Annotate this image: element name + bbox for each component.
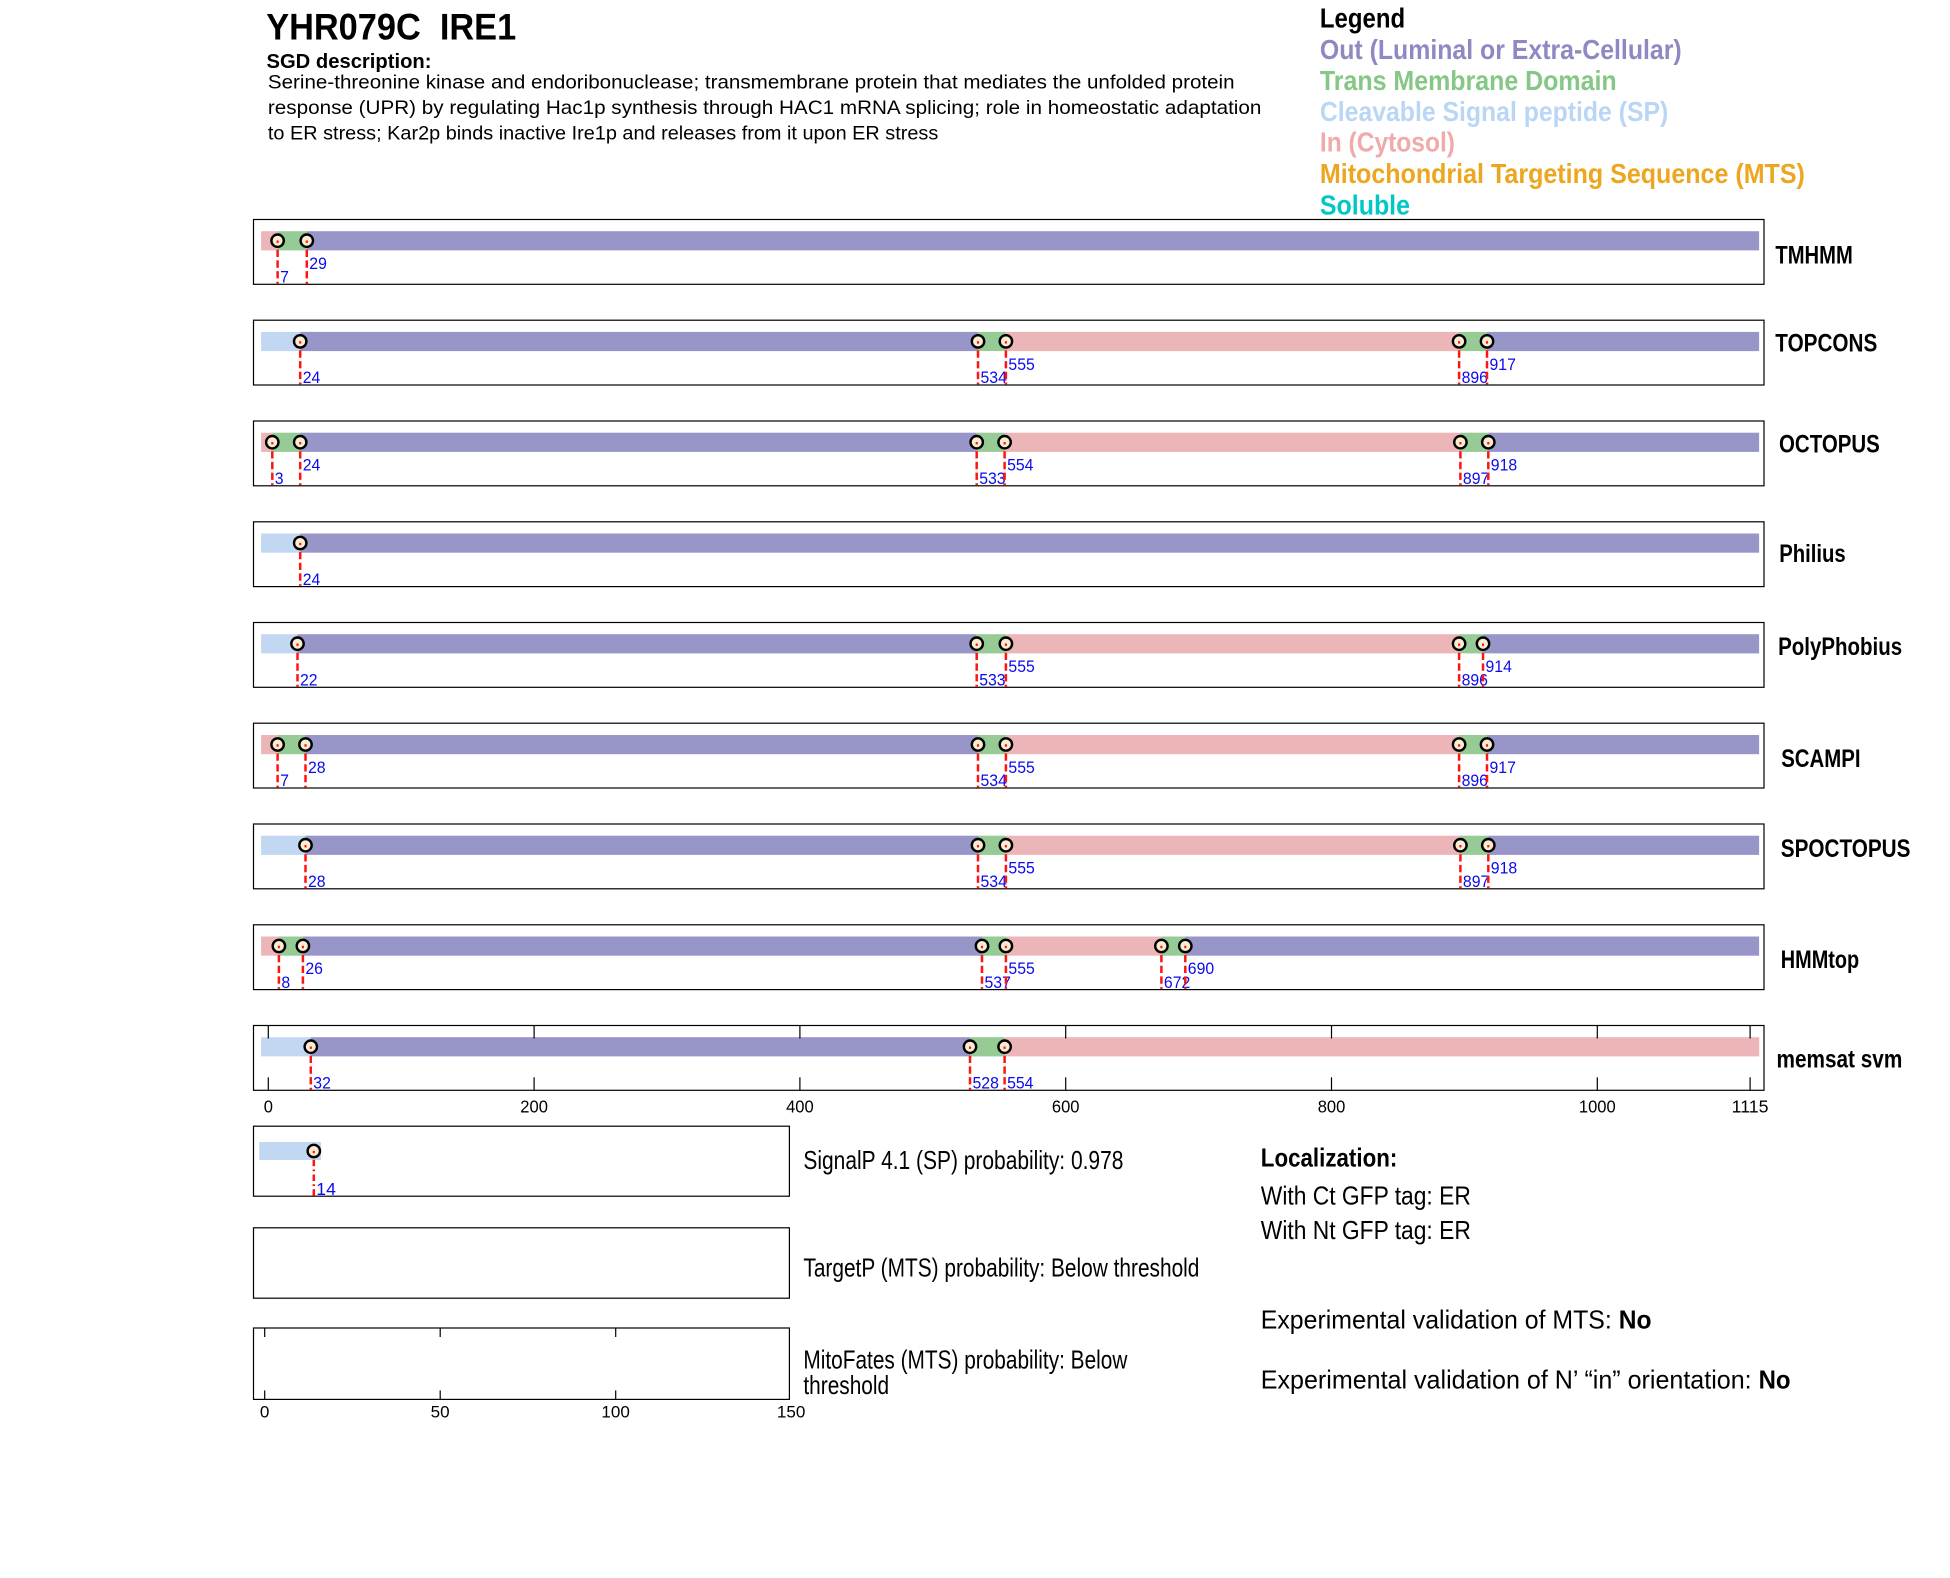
- svg-text:1115: 1115: [1732, 1097, 1769, 1117]
- svg-text:28: 28: [308, 872, 326, 891]
- svg-text:to ER stress; Kar2p binds inac: to ER stress; Kar2p binds inactive Ire1p…: [268, 122, 939, 144]
- svg-text:threshold: threshold: [803, 1370, 889, 1400]
- svg-text:0: 0: [260, 1403, 270, 1422]
- svg-text:HMMtop: HMMtop: [1781, 946, 1859, 974]
- svg-text:14: 14: [316, 1179, 336, 1199]
- svg-text:SPOCTOPUS: SPOCTOPUS: [1781, 835, 1911, 863]
- svg-text:537: 537: [985, 973, 1011, 992]
- svg-text:Cleavable Signal peptide (SP): Cleavable Signal peptide (SP): [1320, 96, 1668, 127]
- svg-text:24: 24: [303, 456, 321, 475]
- svg-text:Serine-threonine kinase and en: Serine-threonine kinase and endoribonucl…: [268, 71, 1235, 93]
- svg-text:918: 918: [1491, 859, 1517, 878]
- svg-text:897: 897: [1463, 872, 1489, 891]
- svg-text:555: 555: [1008, 355, 1034, 374]
- svg-text:3: 3: [275, 469, 284, 488]
- svg-text:533: 533: [979, 671, 1005, 690]
- svg-text:YHR079C IRE1: YHR079C IRE1: [266, 6, 516, 47]
- svg-text:24: 24: [303, 570, 321, 589]
- svg-text:534: 534: [981, 872, 1007, 891]
- svg-text:MitoFates (MTS) probability: B: MitoFates (MTS) probability: Below: [803, 1344, 1127, 1374]
- svg-text:In (Cytosol): In (Cytosol): [1320, 127, 1455, 158]
- svg-text:897: 897: [1463, 469, 1489, 488]
- svg-text:SGD description:: SGD description:: [267, 51, 432, 73]
- svg-text:PolyPhobius: PolyPhobius: [1778, 633, 1902, 661]
- svg-text:Philius: Philius: [1779, 540, 1846, 568]
- svg-text:Experimental validation of N’: Experimental validation of N’ “in” orien…: [1261, 1365, 1759, 1395]
- svg-text:28: 28: [308, 758, 326, 777]
- svg-text:TargetP (MTS) probability: Bel: TargetP (MTS) probability: Below thresho…: [803, 1252, 1199, 1282]
- svg-text:SignalP 4.1 (SP) probability:: SignalP 4.1 (SP) probability: 0.978: [803, 1145, 1123, 1175]
- svg-text:917: 917: [1490, 758, 1516, 777]
- svg-text:896: 896: [1462, 671, 1488, 690]
- svg-text:918: 918: [1491, 456, 1517, 475]
- svg-text:400: 400: [786, 1097, 814, 1117]
- svg-text:672: 672: [1164, 973, 1190, 992]
- svg-text:7: 7: [280, 771, 289, 790]
- svg-text:memsat svm: memsat svm: [1777, 1045, 1903, 1073]
- svg-text:With Ct GFP tag: ER: With Ct GFP tag: ER: [1261, 1181, 1471, 1211]
- svg-text:917: 917: [1490, 355, 1516, 374]
- svg-text:29: 29: [309, 254, 327, 273]
- svg-text:555: 555: [1008, 657, 1034, 676]
- svg-text:690: 690: [1188, 959, 1214, 978]
- svg-text:TMHMM: TMHMM: [1775, 242, 1852, 270]
- svg-text:555: 555: [1008, 758, 1034, 777]
- svg-text:554: 554: [1007, 1074, 1033, 1093]
- svg-text:896: 896: [1462, 771, 1488, 790]
- svg-text:TOPCONS: TOPCONS: [1775, 329, 1877, 357]
- svg-text:26: 26: [305, 959, 323, 978]
- svg-text:8: 8: [281, 973, 290, 992]
- svg-text:No: No: [1759, 1365, 1791, 1395]
- svg-text:600: 600: [1052, 1097, 1080, 1117]
- svg-text:534: 534: [981, 368, 1007, 387]
- svg-text:SCAMPI: SCAMPI: [1781, 745, 1860, 773]
- svg-text:100: 100: [601, 1403, 630, 1422]
- svg-text:554: 554: [1007, 456, 1033, 475]
- svg-text:800: 800: [1318, 1097, 1346, 1117]
- svg-text:7: 7: [280, 268, 289, 287]
- svg-text:150: 150: [777, 1403, 806, 1422]
- svg-text:Legend: Legend: [1320, 2, 1405, 33]
- svg-text:Trans Membrane Domain: Trans Membrane Domain: [1320, 65, 1617, 96]
- svg-text:50: 50: [431, 1403, 450, 1422]
- svg-text:24: 24: [303, 368, 321, 387]
- svg-text:533: 533: [979, 469, 1005, 488]
- svg-text:Localization:: Localization:: [1261, 1142, 1398, 1172]
- svg-text:With Nt GFP tag: ER: With Nt GFP tag: ER: [1261, 1215, 1471, 1245]
- svg-text:555: 555: [1008, 959, 1034, 978]
- svg-text:534: 534: [981, 771, 1007, 790]
- svg-text:0: 0: [264, 1097, 273, 1117]
- svg-text:200: 200: [520, 1097, 548, 1117]
- svg-text:896: 896: [1462, 368, 1488, 387]
- svg-text:22: 22: [300, 671, 318, 690]
- svg-text:No: No: [1619, 1305, 1652, 1335]
- svg-text:32: 32: [313, 1074, 331, 1093]
- svg-text:555: 555: [1008, 859, 1034, 878]
- svg-text:Soluble: Soluble: [1320, 190, 1410, 221]
- svg-text:1000: 1000: [1579, 1097, 1616, 1117]
- svg-text:914: 914: [1486, 657, 1512, 676]
- svg-text:Out (Luminal or Extra-Cellular: Out (Luminal or Extra-Cellular): [1320, 34, 1682, 65]
- svg-text:response (UPR) by regulating H: response (UPR) by regulating Hac1p synth…: [268, 97, 1262, 119]
- svg-text:528: 528: [973, 1074, 999, 1093]
- svg-text:Experimental validation of MTS: Experimental validation of MTS:: [1261, 1305, 1619, 1335]
- svg-text:Mitochondrial Targeting Sequen: Mitochondrial Targeting Sequence (MTS): [1320, 158, 1805, 189]
- svg-text:OCTOPUS: OCTOPUS: [1779, 431, 1880, 459]
